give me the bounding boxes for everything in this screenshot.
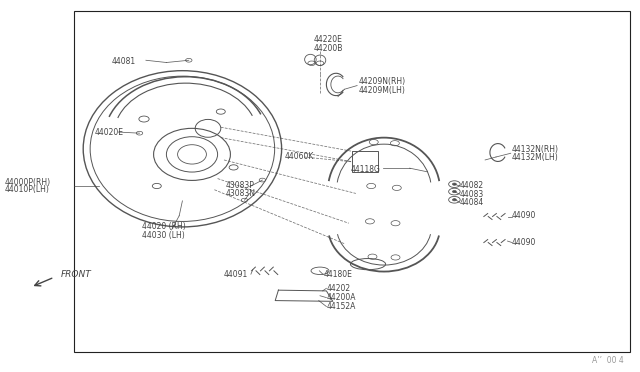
Text: 44209M(LH): 44209M(LH) — [358, 86, 405, 94]
Text: 44220E: 44220E — [314, 35, 342, 44]
Text: 44010P(LH): 44010P(LH) — [5, 185, 50, 194]
Text: 44020E: 44020E — [95, 128, 124, 137]
Text: 44060K: 44060K — [285, 153, 314, 161]
Text: 44132N(RH): 44132N(RH) — [512, 145, 559, 154]
Text: 44200B: 44200B — [314, 44, 343, 53]
Circle shape — [452, 190, 456, 193]
Circle shape — [452, 199, 456, 201]
Text: 44020 (RH): 44020 (RH) — [142, 222, 186, 231]
Text: 44152A: 44152A — [326, 302, 356, 311]
Text: A’’  00 4: A’’ 00 4 — [592, 356, 624, 365]
Text: 44090: 44090 — [512, 238, 536, 247]
Text: 44084: 44084 — [460, 198, 484, 207]
Text: 43083P: 43083P — [225, 181, 254, 190]
Text: 44090: 44090 — [512, 211, 536, 220]
Text: 44030 (LH): 44030 (LH) — [142, 231, 185, 240]
Bar — [74, 11, 630, 352]
Text: 44209N(RH): 44209N(RH) — [358, 77, 406, 86]
Bar — [352, 151, 378, 172]
Text: 44132M(LH): 44132M(LH) — [512, 153, 559, 162]
Text: 44118G: 44118G — [351, 165, 381, 174]
Text: 44082: 44082 — [460, 182, 484, 190]
Text: 43083N: 43083N — [225, 189, 255, 198]
Text: 44081: 44081 — [112, 57, 136, 66]
Text: FRONT: FRONT — [61, 270, 92, 279]
Text: 44202: 44202 — [326, 284, 351, 293]
Text: 44200A: 44200A — [326, 293, 356, 302]
Text: 44000P(RH): 44000P(RH) — [5, 178, 51, 187]
Text: 44083: 44083 — [460, 190, 484, 199]
Circle shape — [452, 183, 456, 185]
Text: 44180E: 44180E — [323, 270, 352, 279]
Text: 44091: 44091 — [224, 270, 248, 279]
